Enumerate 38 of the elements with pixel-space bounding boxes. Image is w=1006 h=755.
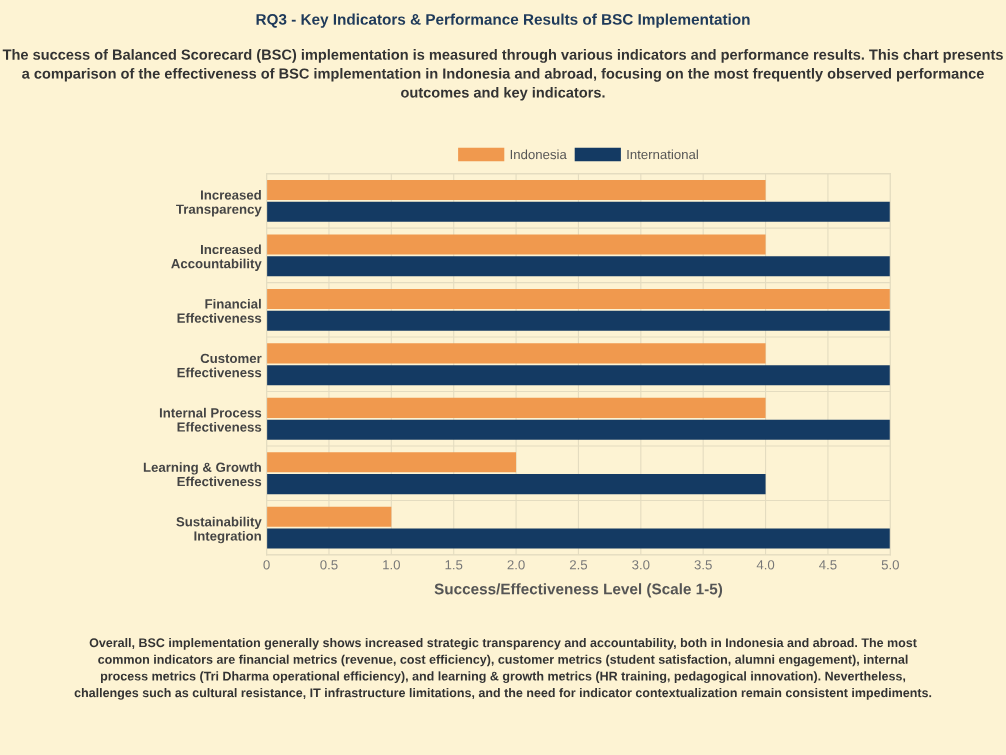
x-tick-label: 0.5 xyxy=(320,560,338,570)
bar xyxy=(266,343,766,364)
bar xyxy=(266,179,766,201)
bar xyxy=(266,201,891,222)
bar xyxy=(266,419,891,440)
bar xyxy=(266,397,766,418)
text: Overall, BSC implementation generally shows increased strategic transparency and accountability, both in Indonesia and abroad. The most common indicators are financial metrics (revenue, cost efficiency), customer metrics (student satisfaction, alumni engagement), internal process metrics (Tri Dharma operational efficiency), and learning & growth metrics (HR training, pedagogical innovation). Nevertheless, challenges such as cultural resistance, IT infrastructure limitations, and the need for indicator contextualization remain consistent impediments. xyxy=(74,637,932,700)
bar xyxy=(266,506,392,527)
y-tick-label: Customer Effectiveness xyxy=(177,353,262,378)
y-tick-label: Internal Process Effectiveness xyxy=(159,407,262,432)
bar xyxy=(266,365,891,386)
chart-subtitle: The success of Balanced Scorecard (BSC) implementation is measured through various indicators and performance results. This chart presents a comparison of the effectiveness of BSC implementation in Indonesia and abroad, focusing on the most frequently observed performance outcomes and key indicators. xyxy=(2,49,1003,101)
y-tick-label: Increased Accountability xyxy=(171,244,262,271)
chart-title: RQ3 - Key Indicators & Performance Results of BSC Implementation xyxy=(256,13,750,28)
bar xyxy=(266,528,891,549)
x-tick-label: 4.0 xyxy=(756,560,775,570)
y-tick-label: Increased Transparency xyxy=(176,189,262,217)
x-tick-label: 2.5 xyxy=(569,560,588,570)
x-tick-label: 3.5 xyxy=(694,560,712,570)
y-tick-label: Sustainability Integration xyxy=(176,516,262,544)
x-tick-label: 4.5 xyxy=(819,560,837,570)
x-tick-label: 2.0 xyxy=(507,560,525,570)
x-tick-label: 1.5 xyxy=(445,560,463,570)
bar xyxy=(266,288,891,309)
x-tick-label: 3.0 xyxy=(632,560,650,570)
bar xyxy=(266,474,766,495)
bar xyxy=(266,256,891,277)
legend-label: International xyxy=(627,149,698,160)
y-tick-label: Financial Effectiveness xyxy=(177,298,262,323)
x-tick-label: 1.0 xyxy=(383,560,400,570)
bar xyxy=(266,310,891,331)
y-tick-label: Learning & Growth Effectiveness xyxy=(143,462,262,487)
bar xyxy=(266,234,766,255)
x-axis-title: Success/Effectiveness Level (Scale 1-5) xyxy=(434,583,723,598)
x-tick-label: 5.0 xyxy=(881,560,899,570)
x-tick-label: 0 xyxy=(263,560,270,570)
legend-label: Indonesia xyxy=(510,149,567,160)
bar xyxy=(266,452,517,473)
